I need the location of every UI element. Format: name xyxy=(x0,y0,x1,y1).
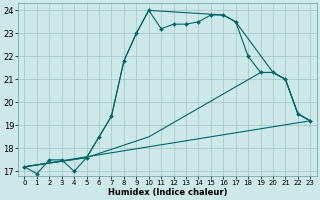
X-axis label: Humidex (Indice chaleur): Humidex (Indice chaleur) xyxy=(108,188,227,197)
